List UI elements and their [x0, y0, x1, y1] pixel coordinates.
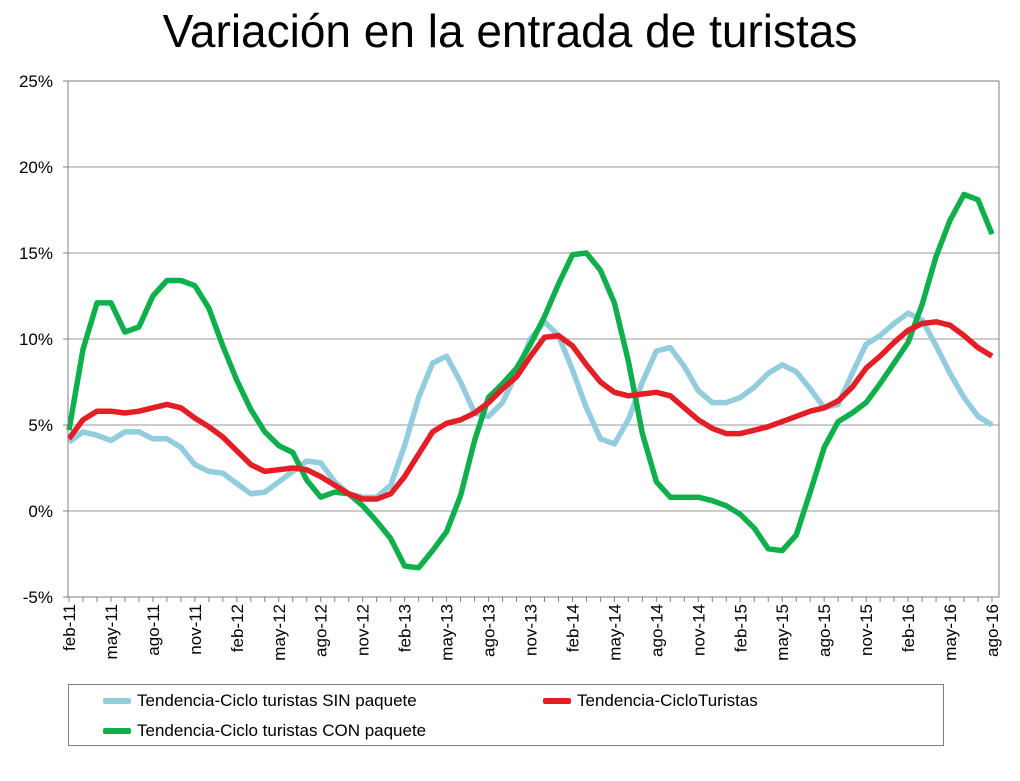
x-tick-label: ago-14 — [647, 604, 666, 657]
y-tick-label: 10% — [19, 330, 53, 349]
x-tick-label: ago-16 — [983, 604, 1002, 657]
y-tick-label: 5% — [28, 416, 53, 435]
x-tick-label: ago-12 — [312, 604, 331, 657]
y-tick-label: 20% — [19, 158, 53, 177]
x-tick-label: feb-15 — [731, 604, 750, 652]
x-tick-label: may-14 — [605, 604, 624, 661]
x-tick-label: feb-12 — [228, 604, 247, 652]
y-tick-label: 15% — [19, 244, 53, 263]
x-tick-label: feb-13 — [396, 604, 415, 652]
x-tick-label: ago-15 — [815, 604, 834, 657]
series-line-con-paquete — [66, 191, 995, 571]
x-tick-label: ago-11 — [144, 604, 163, 656]
x-tick-label: nov-12 — [354, 604, 373, 656]
x-tick-label: nov-15 — [857, 604, 876, 656]
legend-label-sin-paquete: Tendencia-Ciclo turistas SIN paquete — [137, 691, 417, 710]
series-line-total — [66, 319, 994, 502]
legend-swatch-sin-paquete — [103, 698, 131, 704]
legend-entry-con-paquete: Tendencia-Ciclo turistas CON paquete — [103, 721, 426, 741]
legend-label-total: Tendencia-CicloTuristas — [577, 691, 758, 710]
x-tick-label: may-16 — [941, 604, 960, 661]
x-tick-label: nov-13 — [522, 604, 541, 656]
y-axis: -5% 0% 5% 10% 15% 20% 25% — [19, 72, 68, 607]
x-axis: feb-11 may-11 ago-11 nov-11 feb-12 may-12 ago-… — [60, 597, 1002, 661]
y-tick-label: 25% — [19, 72, 53, 91]
legend-swatch-con-paquete — [103, 728, 131, 734]
legend-label-con-paquete: Tendencia-Ciclo turistas CON paquete — [137, 721, 427, 740]
x-tick-label: may-15 — [773, 604, 792, 661]
x-tick-label: feb-16 — [899, 604, 918, 652]
x-tick-label: ago-13 — [480, 604, 499, 657]
x-tick-label: nov-11 — [186, 604, 205, 655]
legend-entry-sin-paquete: Tendencia-Ciclo turistas SIN paquete — [103, 691, 417, 711]
series-lines — [66, 191, 995, 571]
legend: Tendencia-Ciclo turistas SIN paquete Ten… — [68, 684, 944, 746]
x-tick-label: may-12 — [270, 604, 289, 661]
chart-title: Variación en la entrada de turistas — [162, 5, 858, 57]
y-tick-label: 0% — [28, 502, 53, 521]
x-tick-label: may-13 — [438, 604, 457, 661]
legend-swatch-total — [543, 698, 571, 704]
x-tick-label: nov-14 — [689, 604, 708, 656]
y-tick-label: -5% — [23, 588, 53, 607]
x-tick-label: feb-11 — [60, 604, 79, 651]
x-tick-label: feb-14 — [563, 604, 582, 652]
legend-entry-total: Tendencia-CicloTuristas — [543, 691, 758, 711]
x-tick-label: may-11 — [102, 604, 121, 659]
